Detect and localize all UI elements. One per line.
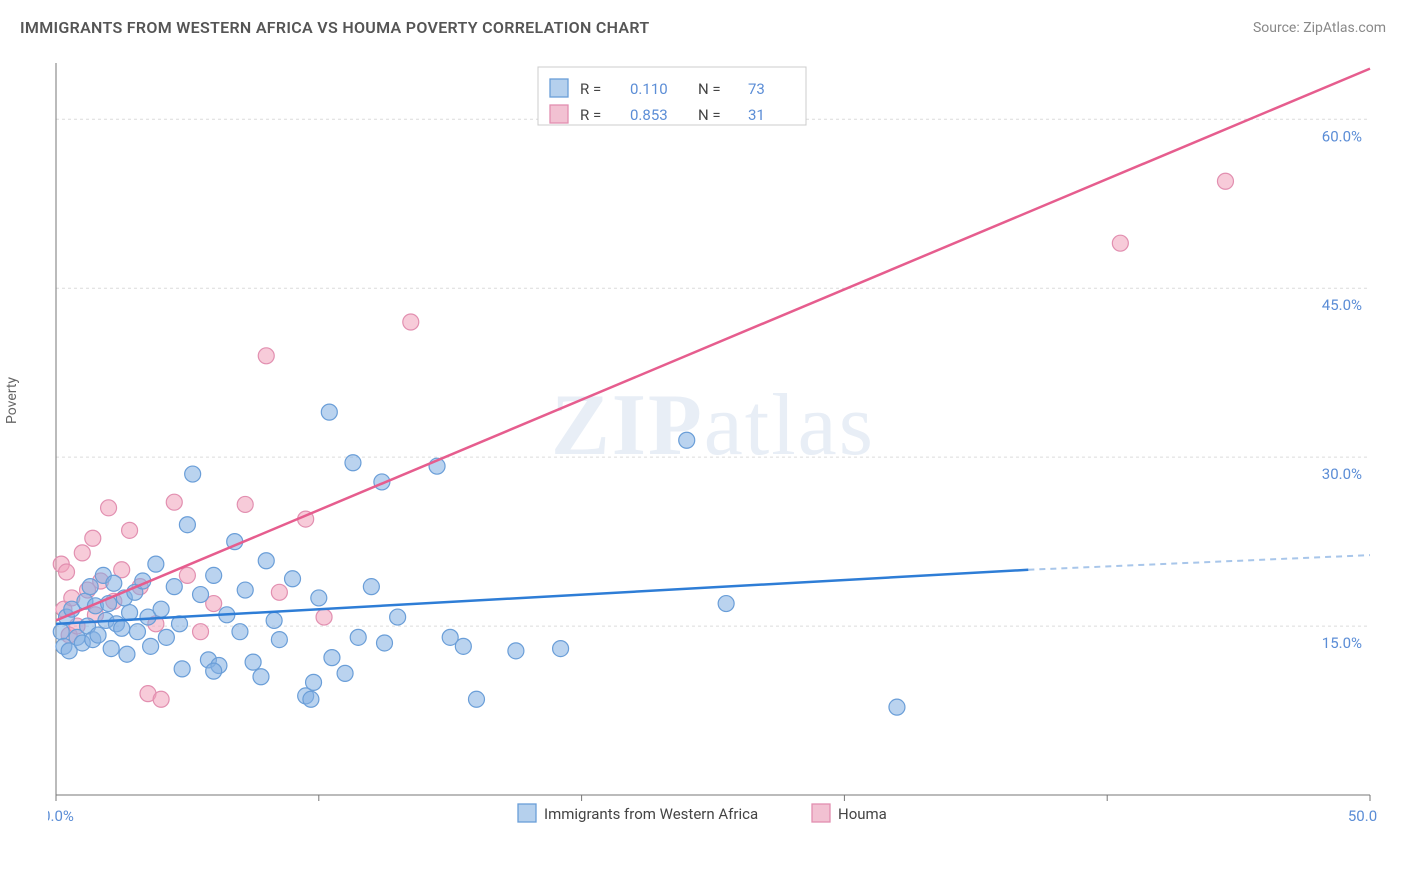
scatter-point-blue — [106, 575, 122, 591]
scatter-point-pink — [85, 530, 101, 546]
scatter-point-blue — [337, 665, 353, 681]
scatter-point-blue — [158, 629, 174, 645]
trend-line-blue-ext — [1028, 555, 1370, 570]
legend-r-label: R = — [580, 80, 601, 98]
legend-bottom-swatch — [518, 804, 536, 822]
legend-swatch — [550, 105, 568, 123]
scatter-point-pink — [237, 496, 253, 512]
scatter-point-blue — [82, 579, 98, 595]
x-tick-label: 50.0% — [1348, 807, 1378, 825]
scatter-point-blue — [285, 571, 301, 587]
legend-r-value: 0.110 — [630, 80, 668, 98]
scatter-point-blue — [148, 556, 164, 572]
scatter-point-pink — [59, 564, 75, 580]
scatter-point-blue — [377, 635, 393, 651]
scatter-point-blue — [103, 641, 119, 657]
scatter-point-blue — [153, 601, 169, 617]
scatter-point-blue — [143, 638, 159, 654]
scatter-point-pink — [1112, 235, 1128, 251]
x-tick-label: 0.0% — [48, 807, 74, 825]
scatter-point-blue — [174, 661, 190, 677]
scatter-point-blue — [363, 579, 379, 595]
scatter-point-blue — [179, 517, 195, 533]
scatter-point-blue — [303, 691, 319, 707]
scatter-point-blue — [53, 624, 69, 640]
scatter-point-blue — [508, 643, 524, 659]
scatter-point-pink — [193, 624, 209, 640]
scatter-point-blue — [119, 646, 135, 662]
scatter-point-pink — [74, 545, 90, 561]
scatter-point-blue — [232, 624, 248, 640]
legend-n-label: N = — [698, 80, 721, 98]
scatter-point-blue — [206, 567, 222, 583]
y-tick-label: 45.0% — [1322, 296, 1362, 314]
scatter-point-pink — [316, 609, 332, 625]
scatter-point-blue — [245, 654, 261, 670]
legend-n-value: 73 — [748, 80, 765, 98]
legend-swatch — [550, 79, 568, 97]
scatter-point-blue — [237, 582, 253, 598]
scatter-point-blue — [306, 674, 322, 690]
legend-r-label: R = — [580, 106, 601, 124]
trend-line-pink — [56, 69, 1370, 621]
scatter-point-blue — [114, 620, 130, 636]
legend-bottom-label: Houma — [838, 805, 887, 823]
scatter-point-pink — [258, 348, 274, 364]
scatter-point-pink — [403, 314, 419, 330]
scatter-point-blue — [206, 663, 222, 679]
chart-title: IMMIGRANTS FROM WESTERN AFRICA VS HOUMA … — [20, 18, 649, 37]
legend-bottom-label: Immigrants from Western Africa — [544, 805, 758, 823]
scatter-point-blue — [889, 699, 905, 715]
scatter-point-blue — [345, 455, 361, 471]
scatter-point-blue — [455, 638, 471, 654]
scatter-point-blue — [718, 596, 734, 612]
scatter-point-pink — [122, 522, 138, 538]
source-label: Source: ZipAtlas.com — [1253, 20, 1386, 36]
scatter-point-blue — [468, 691, 484, 707]
scatter-point-blue — [258, 553, 274, 569]
legend-r-value: 0.853 — [630, 106, 668, 124]
scatter-point-blue — [185, 466, 201, 482]
scatter-point-blue — [271, 632, 287, 648]
scatter-point-pink — [166, 494, 182, 510]
y-tick-label: 15.0% — [1322, 634, 1362, 652]
legend-stats-box — [538, 67, 806, 125]
scatter-point-blue — [311, 590, 327, 606]
scatter-point-blue — [324, 650, 340, 666]
legend-n-label: N = — [698, 106, 721, 124]
scatter-point-blue — [679, 432, 695, 448]
scatter-point-pink — [179, 567, 195, 583]
chart-svg: 15.0%30.0%45.0%60.0%ZIPatlas0.0%50.0%R =… — [48, 55, 1378, 825]
plot-area: 15.0%30.0%45.0%60.0%ZIPatlas0.0%50.0%R =… — [48, 55, 1378, 825]
scatter-point-pink — [101, 500, 117, 516]
scatter-point-blue — [90, 627, 106, 643]
scatter-point-blue — [553, 641, 569, 657]
scatter-point-pink — [271, 584, 287, 600]
scatter-point-blue — [193, 587, 209, 603]
scatter-point-pink — [153, 691, 169, 707]
scatter-point-blue — [321, 404, 337, 420]
scatter-point-blue — [166, 579, 182, 595]
scatter-point-blue — [122, 605, 138, 621]
scatter-point-blue — [129, 624, 145, 640]
scatter-point-blue — [390, 609, 406, 625]
legend-bottom-swatch — [812, 804, 830, 822]
y-axis-label: Poverty — [4, 377, 20, 424]
scatter-point-blue — [266, 612, 282, 628]
legend-n-value: 31 — [748, 106, 765, 124]
y-tick-label: 30.0% — [1322, 465, 1362, 483]
y-tick-label: 60.0% — [1322, 127, 1362, 145]
scatter-point-blue — [253, 669, 269, 685]
scatter-point-blue — [350, 629, 366, 645]
scatter-point-pink — [1217, 173, 1233, 189]
